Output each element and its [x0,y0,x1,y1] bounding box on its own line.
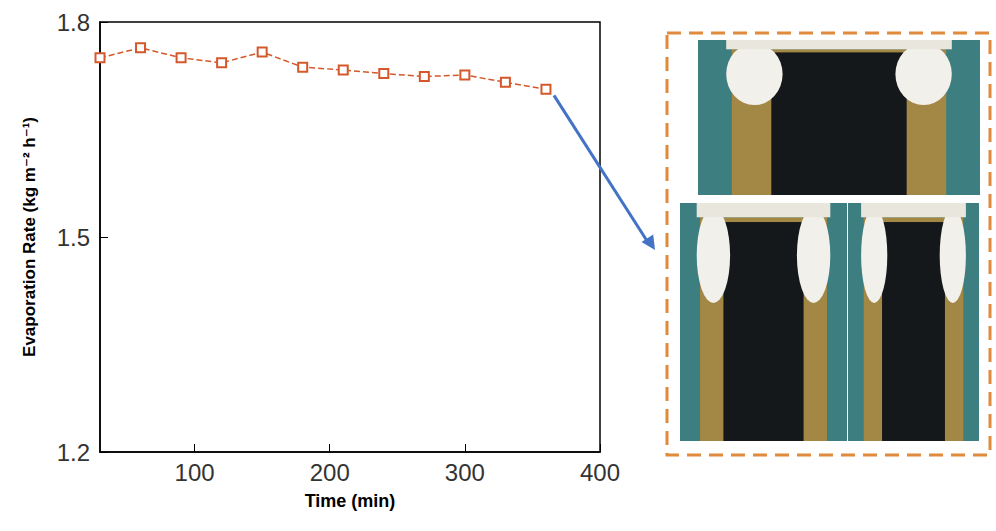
svg-text:300: 300 [445,459,485,486]
svg-text:200: 200 [310,459,350,486]
svg-text:1.5: 1.5 [57,224,90,251]
svg-text:Time (min): Time (min) [305,491,396,511]
svg-text:1.8: 1.8 [57,9,90,36]
svg-text:Evaporation Rate (kg m⁻² h⁻¹): Evaporation Rate (kg m⁻² h⁻¹) [20,117,39,357]
svg-text:400: 400 [580,459,620,486]
svg-text:100: 100 [175,459,215,486]
svg-text:1.2: 1.2 [57,439,90,466]
